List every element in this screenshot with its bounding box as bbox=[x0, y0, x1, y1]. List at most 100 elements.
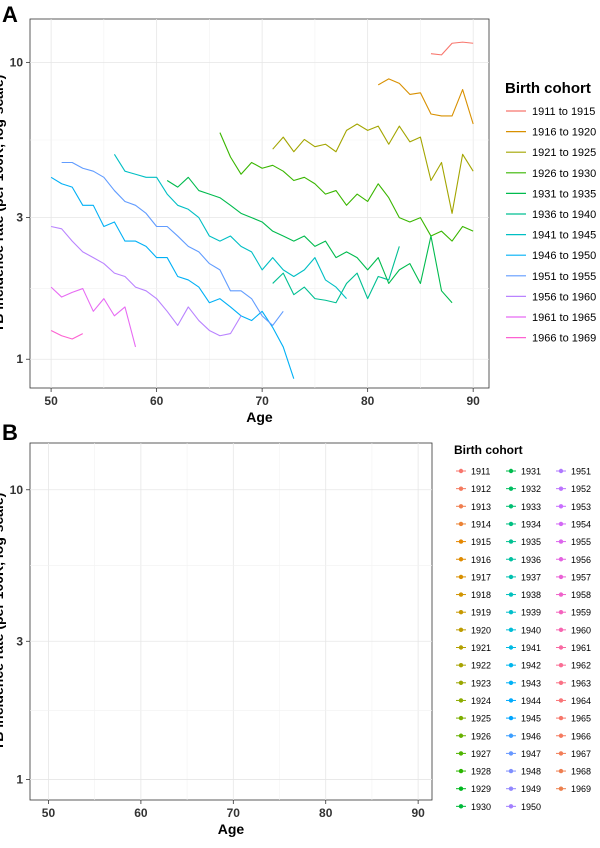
panel-a-legend-label: 1956 to 1960 bbox=[532, 291, 596, 303]
panel-b-legend-label: 1968 bbox=[571, 767, 591, 777]
panel-b-legend-label: 1964 bbox=[571, 696, 591, 706]
panel-b-x-tick-label: 50 bbox=[42, 806, 56, 820]
panel-b-legend-key-dot bbox=[508, 698, 514, 703]
panel-b-y-tick-label: 3 bbox=[16, 634, 23, 648]
panel-b-legend-key-dot bbox=[458, 468, 464, 474]
panel-b-legend-label: 1966 bbox=[571, 731, 591, 741]
panel-b-legend-label: 1933 bbox=[521, 502, 541, 512]
panel-b-legend-key-dot bbox=[458, 486, 464, 491]
panel-b-legend-label: 1929 bbox=[471, 784, 491, 794]
panel-b-legend-label: 1915 bbox=[471, 537, 491, 547]
panel-a-legend-label: 1936 to 1940 bbox=[532, 209, 596, 221]
panel-b-legend-label: 1926 bbox=[471, 731, 491, 741]
panel-b-legend-key-dot bbox=[508, 486, 514, 491]
panel-b-legend-label: 1911 bbox=[471, 467, 490, 477]
panel-b-legend-key-dot bbox=[558, 504, 564, 509]
panel-label-a: A bbox=[2, 2, 18, 27]
panel-b-legend-label: 1944 bbox=[521, 696, 541, 706]
panel-b-legend-key-dot bbox=[458, 627, 464, 633]
panel-b-legend-key-dot bbox=[558, 645, 564, 650]
panel-b-legend-label: 1937 bbox=[521, 572, 541, 582]
panel-a-x-tick-label: 80 bbox=[361, 394, 375, 408]
panel-b-legend-key-dot bbox=[508, 680, 514, 685]
panel-b-legend-label: 1950 bbox=[521, 802, 541, 812]
panel-b-legend-label: 1946 bbox=[521, 731, 541, 741]
panel-b-legend-key-dot bbox=[458, 610, 464, 615]
panel-a-x-tick-label: 60 bbox=[150, 394, 164, 408]
panel-a-y-tick-label: 10 bbox=[10, 55, 24, 69]
panel-b-legend-key-dot bbox=[458, 733, 464, 738]
panel-b-legend-label: 1914 bbox=[471, 519, 491, 529]
panel-b-legend-key-dot bbox=[508, 574, 514, 580]
panel-b-x-tick-label: 80 bbox=[319, 806, 333, 820]
panel-b-legend-key-dot bbox=[508, 804, 514, 809]
panel-b-legend-label: 1959 bbox=[571, 608, 591, 618]
panel-b-legend-key-dot bbox=[458, 574, 464, 580]
panel-b-legend-label: 1936 bbox=[521, 555, 541, 565]
panel-b-legend-label: 1942 bbox=[521, 661, 541, 671]
panel-b-legend-key-dot bbox=[508, 768, 514, 774]
panel-b-plot-area bbox=[29, 442, 433, 801]
panel-b-legend-key-dot bbox=[458, 662, 464, 668]
panel-b-legend-key-dot bbox=[458, 698, 464, 703]
panel-b-legend-key-dot bbox=[508, 539, 514, 544]
panel-a-series-line-1956-to-1960 bbox=[50, 225, 242, 337]
panel-b-legend-label: 1919 bbox=[471, 608, 491, 618]
panel-a-series-line-1961-to-1965 bbox=[50, 286, 137, 348]
panel-b-legend-key-dot bbox=[508, 557, 514, 562]
panel-b-legend-label: 1948 bbox=[521, 767, 541, 777]
panel-b-legend-title: Birth cohort bbox=[454, 443, 523, 457]
panel-b-legend-key-dot bbox=[508, 645, 514, 650]
panel-b-legend-key-dot bbox=[458, 592, 464, 597]
panel-b-legend-label: 1943 bbox=[521, 678, 541, 688]
panel-b-legend-label: 1945 bbox=[521, 714, 541, 724]
panel-a-legend-title: Birth cohort bbox=[505, 80, 591, 97]
panel-b-legend-label: 1917 bbox=[471, 572, 491, 582]
panel-label-b: B bbox=[2, 420, 18, 445]
panel-b-legend-label: 1928 bbox=[471, 767, 491, 777]
panel-b-legend-key-dot bbox=[458, 768, 464, 774]
panel-b-legend-key-dot bbox=[558, 698, 564, 703]
panel-a-legend-label: 1951 to 1955 bbox=[532, 271, 596, 283]
panel-b-legend-key-dot bbox=[558, 662, 564, 668]
panel-a-legend-label: 1941 to 1945 bbox=[532, 230, 596, 242]
panel-b-x-axis-title: Age bbox=[218, 821, 245, 837]
panel-a-legend-label: 1931 to 1935 bbox=[532, 188, 596, 200]
panel-b-legend-label: 1962 bbox=[571, 661, 591, 671]
panel-b-legend-key-dot bbox=[508, 662, 514, 668]
panel-b-legend-label: 1969 bbox=[571, 784, 591, 794]
panel-a-series-line-1946-to-1950 bbox=[50, 176, 295, 379]
panel-b-legend-label: 1927 bbox=[471, 749, 491, 759]
panel-b-legend-label: 1954 bbox=[571, 519, 591, 529]
panel-b-legend-key-dot bbox=[558, 786, 564, 791]
panel-b-legend-label: 1949 bbox=[521, 784, 541, 794]
panel-b-legend-label: 1925 bbox=[471, 714, 491, 724]
panel-b-legend-key-dot bbox=[558, 768, 564, 774]
panel-b-legend-key-dot bbox=[558, 751, 564, 756]
panel-b-legend-label: 1941 bbox=[521, 643, 541, 653]
panel-b-legend-label: 1930 bbox=[471, 802, 491, 812]
panel-b-legend: Birth cohort 1911 1912 1913 1914 1915 1916 1917… bbox=[454, 443, 591, 812]
panel-b-legend-label: 1916 bbox=[471, 555, 491, 565]
panel-b-legend-label: 1938 bbox=[521, 590, 541, 600]
panel-a-series-line-1916-to-1920 bbox=[377, 78, 474, 125]
panel-b-legend-key-dot bbox=[558, 627, 564, 633]
panel-b-legend-label: 1957 bbox=[571, 572, 591, 582]
panel-b-legend-key-dot bbox=[508, 610, 514, 615]
panel-a-y-axis-title: TB incidence rate (per 100K, log-scale) bbox=[0, 75, 6, 333]
panel-b-legend-key-dot bbox=[558, 521, 564, 527]
panel-b-legend-key-dot bbox=[558, 592, 564, 597]
panel-b-legend-key-dot bbox=[508, 468, 514, 474]
panel-b-legend-label: 1967 bbox=[571, 749, 591, 759]
panel-b-legend-key-dot bbox=[558, 715, 564, 721]
panel-b-legend-label: 1922 bbox=[471, 661, 491, 671]
panel-b-legend-key-dot bbox=[558, 486, 564, 491]
panel-a-series-line-1951-to-1955 bbox=[61, 161, 284, 326]
panel-b-legend-label: 1965 bbox=[571, 714, 591, 724]
panel-b-legend-label: 1960 bbox=[571, 625, 591, 635]
panel-a-legend: Birth cohort 1911 to 1915 1916 to 1920 1921… bbox=[505, 80, 596, 345]
panel-a-legend-label: 1921 to 1925 bbox=[532, 147, 596, 159]
panel-a-legend-label: 1916 to 1920 bbox=[532, 127, 596, 139]
